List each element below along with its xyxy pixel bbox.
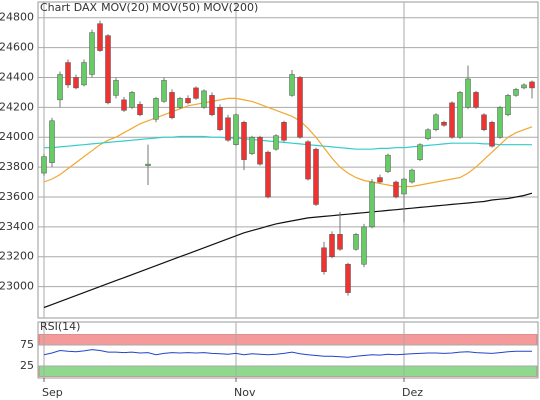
candle-body (257, 136, 263, 165)
candle-body (329, 234, 335, 257)
candle-body (41, 156, 47, 174)
candle-body (289, 74, 295, 96)
rsi-line (43, 349, 532, 358)
moving-average (43, 97, 533, 188)
y-tick-label: 23600 (0, 190, 34, 203)
candle-body (377, 177, 383, 183)
candle-body (393, 181, 399, 198)
candle-body (385, 154, 391, 172)
candle-body (321, 247, 327, 272)
candle-body (65, 62, 71, 86)
candle-body (161, 80, 167, 102)
y-tick-label: 75 (20, 338, 34, 351)
candle-body (409, 169, 415, 183)
candle-body (281, 122, 287, 141)
y-tick-label: 24200 (0, 100, 34, 113)
x-tick-label: Nov (234, 386, 256, 399)
candle-body (185, 98, 191, 104)
candle-body (305, 141, 311, 180)
chart-title: Chart DAX (40, 1, 98, 14)
candle-body (337, 234, 343, 250)
x-tick-label: Sep (42, 386, 63, 399)
candle-body (113, 80, 119, 96)
candle-body (57, 74, 63, 101)
candle-body (457, 92, 463, 138)
candle-body (401, 178, 407, 195)
candle-body (129, 92, 135, 108)
candle-body (169, 92, 175, 119)
candle-body (193, 87, 199, 99)
y-tick-label: 24600 (0, 41, 34, 54)
rsi-title: RSI(14) (40, 320, 80, 333)
candle-body (201, 90, 207, 108)
candle-body (345, 263, 351, 293)
candle-body (225, 117, 231, 141)
legend-entry: MOV(50) (152, 1, 200, 14)
y-tick-label: 23800 (0, 160, 34, 173)
candle-body (465, 78, 471, 108)
y-tick-label: 25 (20, 359, 34, 372)
legend-entry: MOV(200) (203, 1, 258, 14)
candle-body (473, 92, 479, 108)
candle-body (417, 144, 423, 160)
candle-body (105, 35, 111, 104)
candle-body (153, 98, 159, 120)
candle-body (233, 114, 239, 145)
candle-body (217, 107, 223, 130)
candle-body (313, 148, 319, 205)
moving-average (43, 192, 533, 309)
candle-body (505, 95, 511, 116)
candle-body (49, 120, 55, 163)
y-tick-label: 23400 (0, 220, 34, 233)
rsi-zone (38, 334, 538, 346)
candle-body (89, 32, 95, 75)
candle-body (297, 77, 303, 138)
y-tick-label: 23200 (0, 250, 34, 263)
candle-body (497, 107, 503, 138)
rsi-zone (38, 365, 538, 377)
candle-body (145, 163, 151, 166)
candle-body (265, 151, 271, 198)
moving-average (44, 135, 532, 150)
candle-body (489, 122, 495, 147)
candle-body (449, 102, 455, 138)
candle-body (137, 104, 143, 116)
candle-body (121, 99, 127, 111)
candle-body (81, 62, 87, 86)
candle-body (249, 136, 255, 154)
candle-body (97, 23, 103, 51)
plot-area (37, 1, 539, 319)
candle-body (441, 122, 447, 126)
candle-body (361, 226, 367, 265)
y-tick-label: 24000 (0, 130, 34, 143)
candle-body (73, 77, 79, 89)
x-tick-label: Dez (402, 386, 423, 399)
candle-body (513, 89, 519, 96)
candle-body (425, 129, 431, 139)
candle-body (177, 98, 183, 108)
y-tick-label: 24400 (0, 70, 34, 83)
candle-body (529, 81, 535, 89)
candle-body (481, 114, 487, 130)
y-tick-label: 23000 (0, 280, 34, 293)
y-tick-label: 24800 (0, 11, 34, 24)
candle-body (433, 114, 439, 130)
candle-body (209, 95, 215, 116)
candle-body (241, 122, 247, 160)
candle-body (521, 84, 527, 89)
candle-body (353, 234, 359, 250)
candle-body (369, 181, 375, 228)
candle-body (273, 135, 279, 150)
legend-entry: MOV(20) (101, 1, 149, 14)
